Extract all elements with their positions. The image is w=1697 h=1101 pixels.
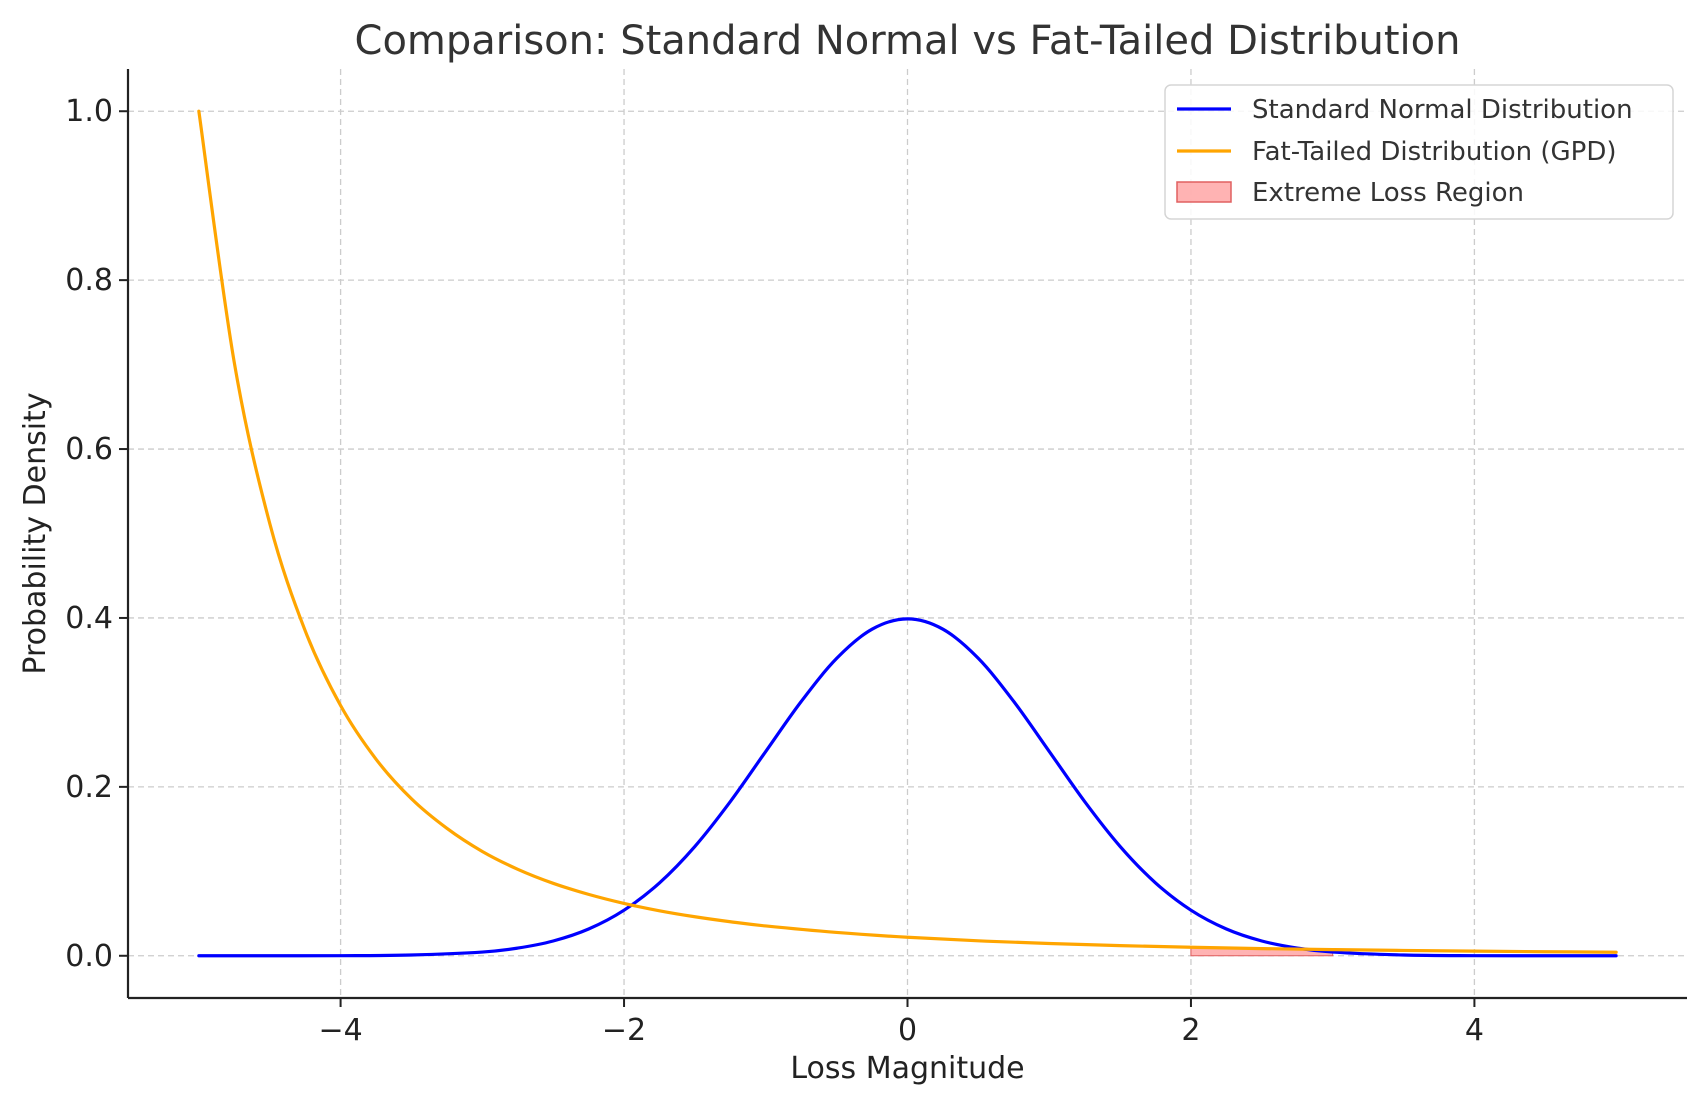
legend-frame xyxy=(1164,84,1674,220)
x-tick-label: −4 xyxy=(318,1013,362,1048)
legend-swatch-extreme-loss xyxy=(1176,181,1232,203)
legend-label-normal: Standard Normal Distribution xyxy=(1252,95,1633,125)
x-axis-ticks: −4 −2 0 2 4 xyxy=(318,998,1484,1048)
x-tick-label: 0 xyxy=(898,1013,917,1048)
x-tick-label: 2 xyxy=(1181,1013,1200,1048)
legend-label-extreme-loss: Extreme Loss Region xyxy=(1252,178,1524,208)
x-tick-label: 4 xyxy=(1465,1013,1484,1048)
series-layer xyxy=(197,109,1618,958)
fat-tailed-gpd-line xyxy=(197,109,1618,954)
y-axis-ticks: 0.0 0.2 0.4 0.6 0.8 1.0 xyxy=(65,94,128,974)
y-tick-label: 0.8 xyxy=(65,263,113,298)
y-axis-label: Probability Density xyxy=(18,392,53,674)
grid-lines xyxy=(128,69,1687,998)
legend-label-gpd: Fat-Tailed Distribution (GPD) xyxy=(1252,137,1617,167)
y-tick-label: 0.0 xyxy=(65,939,113,974)
legend: Standard Normal Distribution Fat-Tailed … xyxy=(1164,84,1674,220)
y-tick-label: 0.6 xyxy=(65,432,113,467)
y-tick-label: 1.0 xyxy=(65,94,113,129)
y-tick-label: 0.4 xyxy=(65,601,113,636)
y-tick-label: 0.2 xyxy=(65,770,113,805)
chart-title: Comparison: Standard Normal vs Fat-Taile… xyxy=(355,18,1461,64)
x-axis-label: Loss Magnitude xyxy=(790,1051,1024,1086)
x-tick-label: −2 xyxy=(602,1013,646,1048)
